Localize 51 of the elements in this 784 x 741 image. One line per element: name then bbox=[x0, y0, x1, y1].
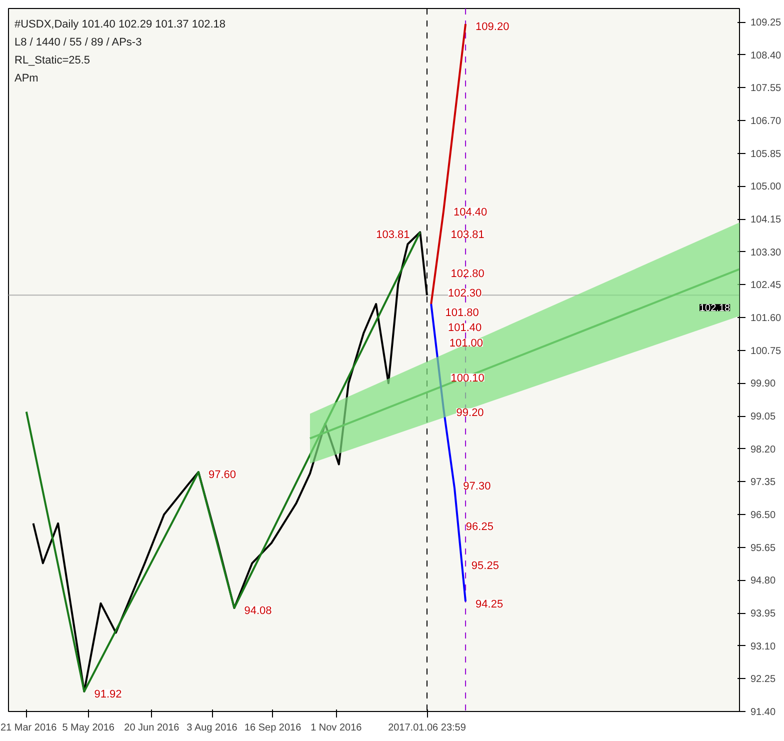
y-tick-label: 104.15 bbox=[750, 214, 782, 226]
text: L8 / 1440 / 55 / 89 / APs-3 bbox=[14, 36, 142, 48]
y-tick-label: 95.65 bbox=[750, 542, 776, 554]
y-tick-label: 93.95 bbox=[750, 608, 776, 620]
annotation: 102.30 bbox=[448, 287, 482, 300]
y-tick-label: 98.20 bbox=[750, 444, 776, 456]
annotation: 97.30 bbox=[463, 480, 491, 493]
annotation: 95.25 bbox=[471, 560, 499, 572]
y-tick-label: 107.55 bbox=[750, 83, 782, 94]
annotation: 104.40 bbox=[454, 206, 488, 218]
annotation: 102.80 bbox=[450, 268, 484, 280]
annotation: 99.20 bbox=[456, 407, 484, 420]
annotation: 94.25 bbox=[476, 598, 504, 610]
x-tick-label: 21 Mar 2016 bbox=[0, 722, 58, 734]
y-tick-label: 106.70 bbox=[750, 116, 782, 128]
y-tick-label: 109.25 bbox=[750, 18, 782, 29]
annotation: 101.40 bbox=[448, 322, 482, 334]
annotation: 101.00 bbox=[449, 338, 484, 350]
x-tick-label: 1 Nov 2016 bbox=[310, 722, 362, 734]
x-tick-label: 16 Sep 2016 bbox=[244, 722, 302, 734]
text: #USDX,Daily 101.40 102.29 101.37 102.18 bbox=[14, 18, 226, 30]
annotation: 109.20 bbox=[476, 20, 510, 33]
y-tick-label: 101.60 bbox=[750, 313, 782, 324]
annotation: 103.81 bbox=[376, 229, 410, 242]
y-tick-label: 93.10 bbox=[750, 641, 776, 652]
y-tick-label: 91.40 bbox=[750, 707, 776, 718]
annotation: 94.08 bbox=[244, 604, 272, 617]
annotation: 97.60 bbox=[208, 469, 236, 482]
x-tick-label: 5 May 2016 bbox=[62, 722, 115, 734]
y-tick-label: 99.90 bbox=[750, 378, 776, 390]
y-tick-label: 105.00 bbox=[750, 182, 782, 193]
x-tick-label: 3 Aug 2016 bbox=[186, 722, 238, 734]
annotation: APm bbox=[14, 72, 38, 84]
x-tick-label: 2017.01.06 23:59 bbox=[388, 722, 466, 734]
annotation: 101.80 bbox=[445, 306, 479, 319]
y-tick-label: 100.75 bbox=[750, 346, 782, 357]
y-tick-label: 92.25 bbox=[750, 674, 776, 686]
annotation: 100.10 bbox=[450, 372, 484, 384]
annotation: 103.81 bbox=[450, 229, 484, 242]
annotation: 91.92 bbox=[94, 688, 122, 700]
y-tick-label: 108.40 bbox=[750, 50, 782, 62]
x-tick-label: 20 Jun 2016 bbox=[124, 722, 180, 734]
y-tick-label: 105.85 bbox=[750, 148, 782, 160]
y-tick-label: 99.05 bbox=[750, 412, 776, 423]
y-tick-label: 97.35 bbox=[750, 477, 776, 488]
annotation: 96.25 bbox=[466, 521, 494, 534]
annotation: RL_Static=25.5 bbox=[14, 54, 90, 66]
y-tick-label: 94.80 bbox=[750, 576, 776, 587]
y-tick-label: 102.45 bbox=[750, 280, 782, 292]
y-tick-label: 96.50 bbox=[750, 510, 776, 522]
y-tick-label: 103.30 bbox=[750, 247, 782, 258]
